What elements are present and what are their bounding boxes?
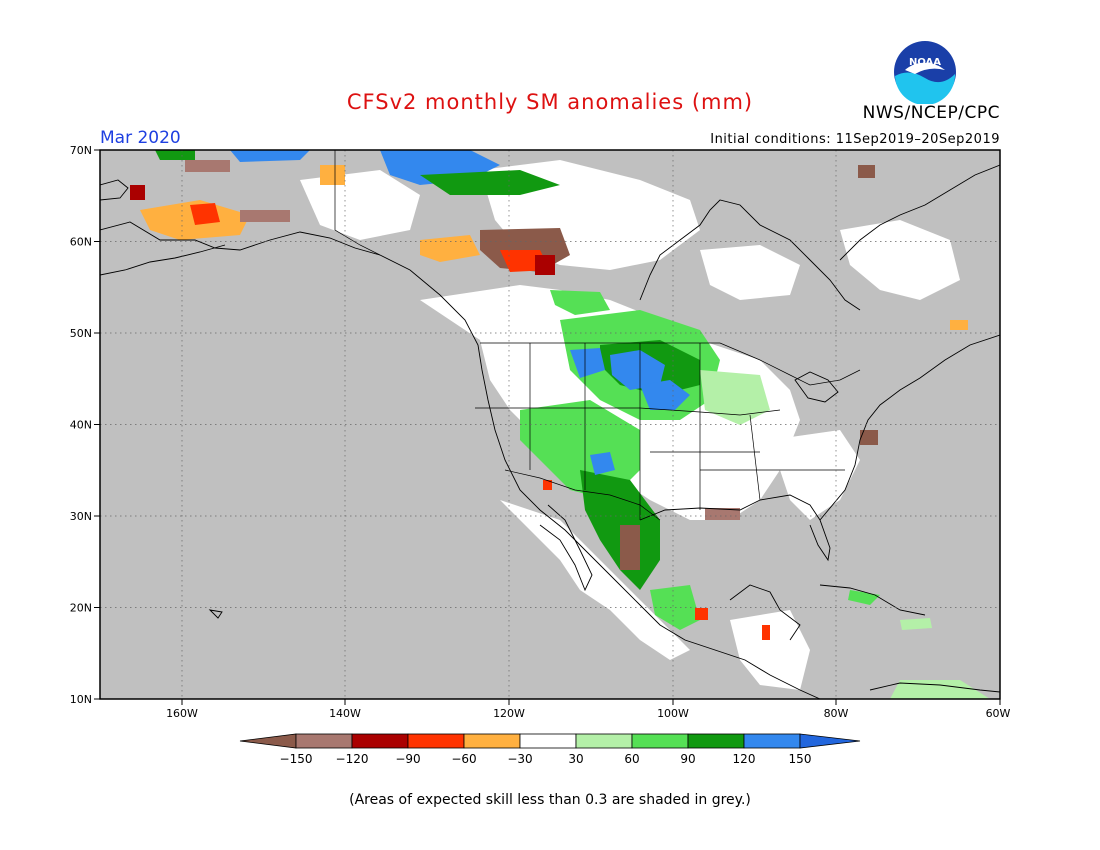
colorbar-tick-label: 90 bbox=[680, 752, 695, 766]
lat-label-30n: 30N bbox=[70, 510, 92, 523]
initial-conditions: Initial conditions: 11Sep2019–20Sep2019 bbox=[710, 132, 1000, 147]
colorbar-bin-2 bbox=[351, 733, 409, 749]
political-borders bbox=[334, 150, 861, 521]
colorbar-tick-label: −90 bbox=[395, 752, 420, 766]
lat-label-10n: 10N bbox=[70, 693, 92, 706]
lon-label-60w: 60W bbox=[986, 707, 1011, 720]
dry-anomaly-cells bbox=[130, 160, 968, 640]
noaa-logo-text: NOAA bbox=[909, 57, 941, 68]
lat-label-20n: 20N bbox=[70, 602, 92, 615]
colorbar-bin-8 bbox=[687, 733, 745, 749]
wet-anomaly-cells bbox=[155, 150, 990, 699]
lat-label-60n: 60N bbox=[70, 236, 92, 249]
colorbar-tick-label: 60 bbox=[624, 752, 639, 766]
colorbar-tick-label: 150 bbox=[789, 752, 812, 766]
colorbar-bin-10 bbox=[799, 733, 861, 749]
colorbar-bin-4 bbox=[463, 733, 521, 749]
colorbar-tick-label: −150 bbox=[280, 752, 313, 766]
forecast-month: Mar 2020 bbox=[100, 128, 181, 148]
coastlines bbox=[100, 164, 1000, 699]
colorbar-tick-label: 120 bbox=[733, 752, 756, 766]
colorbar-tick-label: −60 bbox=[451, 752, 476, 766]
lat-label-50n: 50N bbox=[70, 327, 92, 340]
lat-label-40n: 40N bbox=[70, 419, 92, 432]
graticule bbox=[100, 150, 1000, 699]
colorbar-tick-label: −120 bbox=[336, 752, 369, 766]
colorbar: −150 −120 −90 −60 −30 30 60 90 120 150 bbox=[239, 733, 861, 766]
colorbar-bin-9 bbox=[743, 733, 801, 749]
map-title: CFSv2 monthly SM anomalies (mm) bbox=[346, 90, 754, 114]
colorbar-bin-5 bbox=[519, 733, 577, 749]
agency-label: NWS/NCEP/CPC bbox=[862, 103, 1000, 123]
lat-label-70n: 70N bbox=[70, 144, 92, 157]
noaa-logo: NOAA bbox=[894, 41, 956, 104]
lon-label-80w: 80W bbox=[824, 707, 849, 720]
skill-footnote: (Areas of expected skill less than 0.3 a… bbox=[349, 792, 751, 808]
colorbar-bin-1 bbox=[295, 733, 353, 749]
colorbar-tick-label: 30 bbox=[568, 752, 583, 766]
colorbar-bin-0 bbox=[239, 733, 297, 749]
lon-label-120w: 120W bbox=[493, 707, 525, 720]
colorbar-bin-7 bbox=[631, 733, 689, 749]
lon-label-100w: 100W bbox=[657, 707, 689, 720]
colorbar-bin-6 bbox=[575, 733, 633, 749]
colorbar-bin-3 bbox=[407, 733, 465, 749]
lon-label-140w: 140W bbox=[329, 707, 361, 720]
colorbar-tick-label: −30 bbox=[507, 752, 532, 766]
lon-label-160w: 160W bbox=[166, 707, 198, 720]
